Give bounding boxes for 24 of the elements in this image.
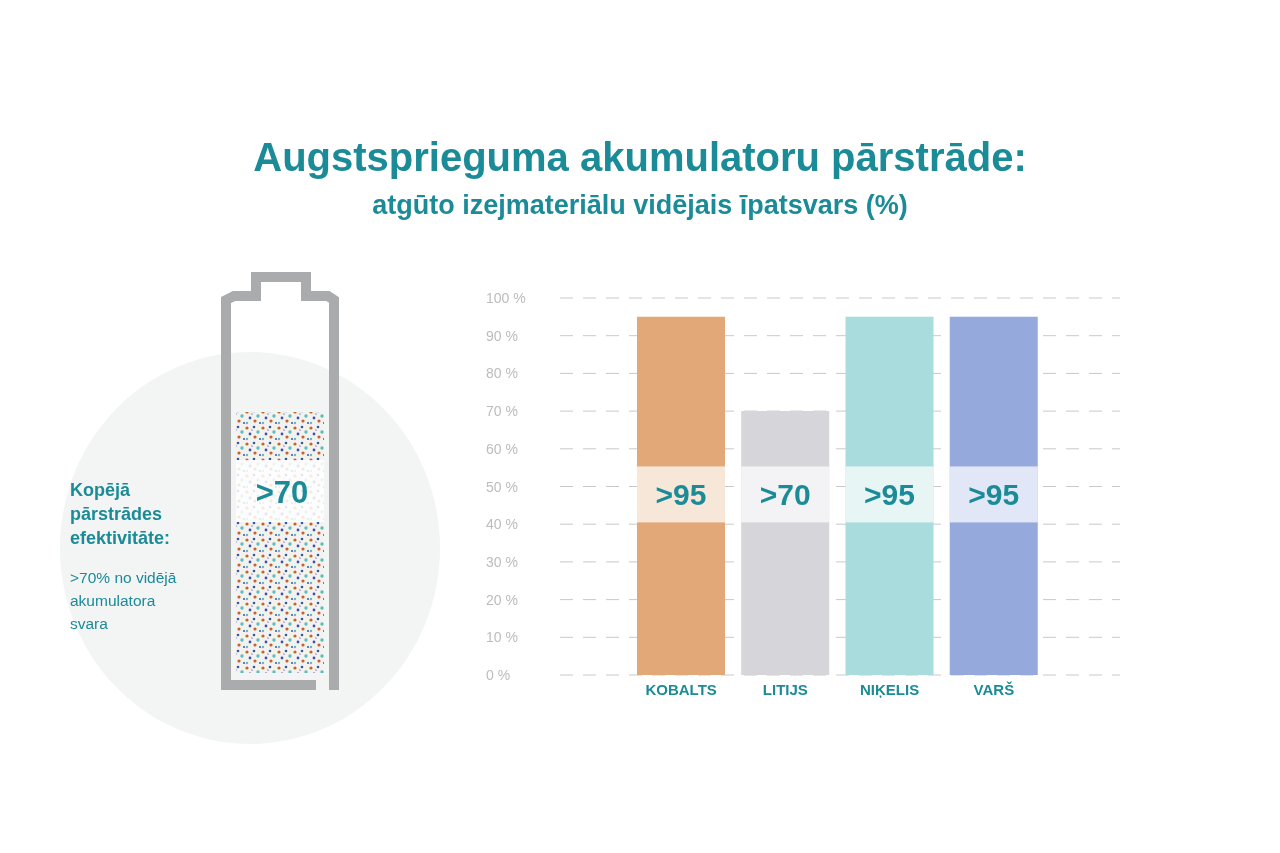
chart-title: Augstsprieguma akumulatoru pārstrāde: xyxy=(252,134,1028,180)
y-tick-label: 30 % xyxy=(486,553,518,570)
text: >70% no vidējā akumulatora svara xyxy=(70,568,178,634)
y-tick-label: 0 % xyxy=(486,667,511,684)
text: >70 xyxy=(254,475,310,511)
chart-subtitle: atgūto izejmateriālu vidējais īpatsvars (%) xyxy=(371,189,909,221)
data-label: >70 xyxy=(759,478,811,512)
text: Kopējā pārstrādes efektivitāte: xyxy=(70,479,172,550)
y-tick-label: 80 % xyxy=(486,365,518,382)
data-label: >95 xyxy=(968,478,1020,512)
x-tick-label: LITIJS xyxy=(762,681,808,698)
y-tick-label: 60 % xyxy=(486,440,518,457)
x-tick-label: KOBALTS xyxy=(645,681,717,698)
y-tick-label: 100 % xyxy=(486,290,526,307)
y-tick-label: 70 % xyxy=(486,403,518,420)
x-tick-label: VARŠ xyxy=(973,681,1015,698)
data-label: >95 xyxy=(864,478,915,512)
y-tick-label: 20 % xyxy=(486,591,518,608)
y-tick-label: 90 % xyxy=(486,327,518,344)
y-tick-label: 50 % xyxy=(486,478,518,495)
y-tick-label: 10 % xyxy=(486,629,518,646)
x-tick-label: NIĶELIS xyxy=(860,681,920,698)
y-tick-label: 40 % xyxy=(486,516,518,533)
data-label: >95 xyxy=(655,478,707,512)
